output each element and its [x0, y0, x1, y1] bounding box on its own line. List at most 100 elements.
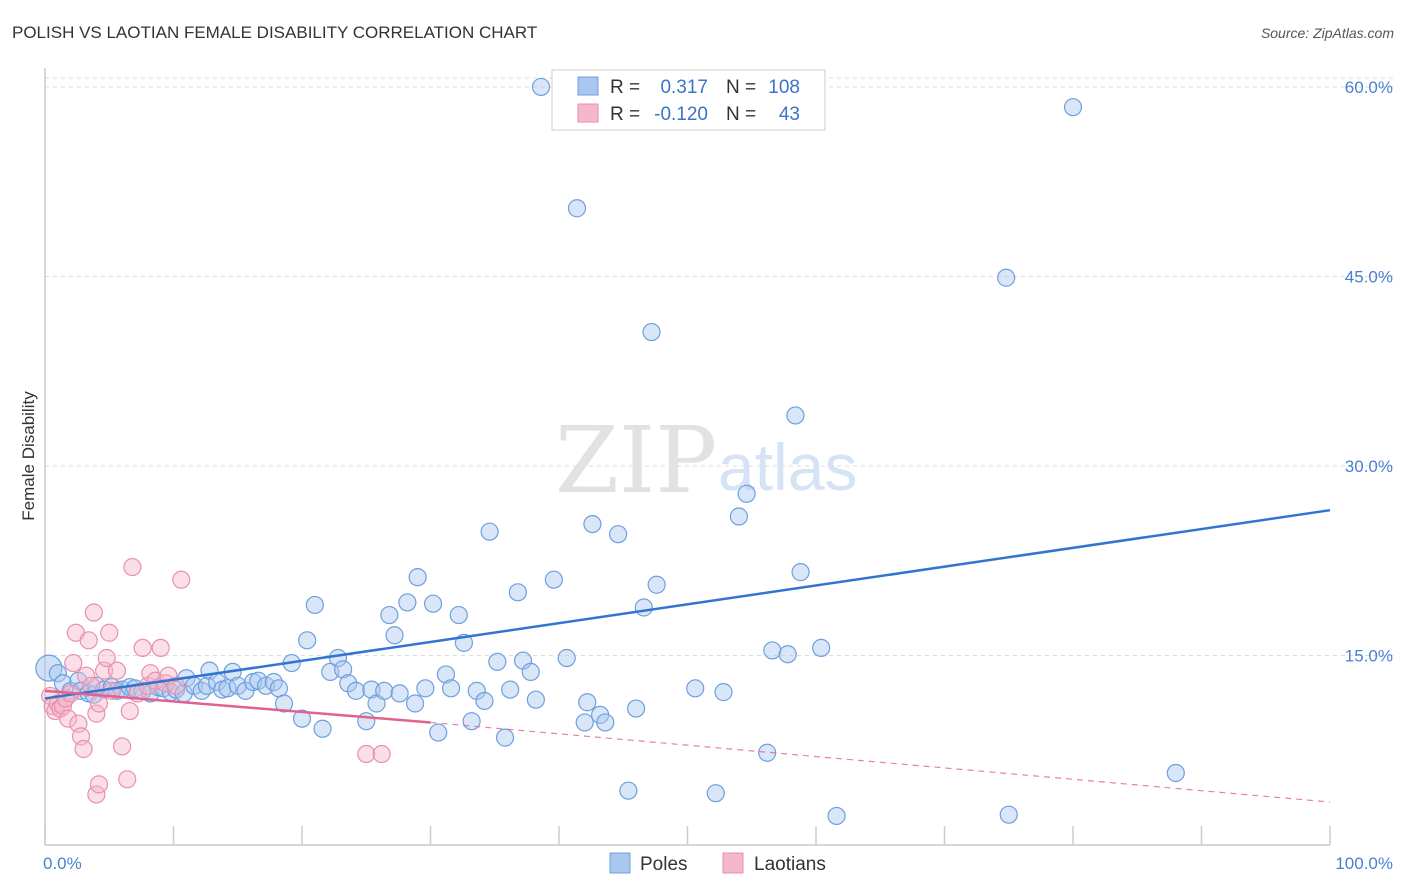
laotians-point: [151, 638, 170, 658]
laotians-point: [372, 744, 391, 764]
y-tick-label: 45.0%: [1345, 267, 1393, 286]
laotians-point: [79, 631, 98, 650]
poles-point: [35, 654, 63, 682]
poles-point: [488, 652, 507, 671]
poles-point: [619, 781, 638, 800]
poles-point: [449, 605, 468, 625]
poles-point: [305, 595, 324, 615]
poles-point: [357, 712, 376, 731]
poles-swatch: [577, 76, 599, 96]
chart-source: Source: ZipAtlas.com: [1261, 25, 1394, 41]
poles-point: [508, 583, 527, 602]
laotians-point: [172, 570, 191, 589]
poles-n-label: N =: [726, 77, 756, 98]
x-tick-label: 0.0%: [43, 854, 82, 873]
watermark: ZIP atlas: [555, 407, 857, 514]
poles-point: [416, 679, 435, 698]
series-laotians: [41, 557, 391, 804]
laotians-point: [84, 603, 103, 622]
laotians-point: [89, 694, 109, 713]
laotians-r-value: -0.120: [654, 104, 708, 125]
poles-point: [408, 568, 427, 587]
laotians-point: [89, 775, 109, 794]
poles-point: [786, 406, 805, 425]
poles-point: [647, 575, 666, 594]
laotians-r-label: R =: [610, 104, 640, 125]
poles-point: [390, 684, 409, 703]
poles-point: [292, 709, 312, 728]
poles-point: [686, 679, 705, 698]
laotians-point: [64, 653, 83, 673]
poles-point: [596, 713, 615, 732]
poles-point: [1063, 98, 1083, 117]
x-tick-label: 100.0%: [1335, 854, 1393, 873]
x-ticks: [44, 826, 1331, 845]
y-tick-label: 30.0%: [1345, 457, 1393, 476]
poles-point: [298, 631, 317, 650]
laotians-n-label: N =: [726, 104, 756, 125]
poles-point: [791, 563, 810, 582]
series-legend: Poles Laotians: [609, 852, 826, 875]
poles-point: [778, 645, 797, 664]
laotians-point: [166, 676, 186, 695]
poles-point: [192, 681, 211, 700]
stats-legend: R = 0.317 N = 108 R = -0.120 N = 43: [551, 69, 826, 131]
laotians-point: [74, 739, 93, 759]
poles-point: [557, 648, 576, 668]
poles-point: [385, 626, 404, 645]
poles-point: [380, 605, 399, 625]
legend-laotians-label: Laotians: [754, 854, 826, 875]
poles-point: [737, 484, 756, 503]
x-tick-labels: 0.0% 100.0%: [43, 854, 1393, 873]
y-tick-label: 60.0%: [1345, 78, 1393, 97]
laotians-point: [100, 623, 119, 642]
legend-poles-swatch: [609, 852, 631, 874]
poles-point: [997, 268, 1016, 287]
poles-point: [334, 660, 353, 679]
poles-point: [999, 805, 1018, 824]
poles-trend-line: [44, 508, 1331, 700]
series-poles: [35, 77, 1185, 826]
poles-point: [583, 514, 602, 534]
poles-point: [526, 690, 545, 709]
poles-point: [339, 674, 358, 693]
poles-point: [197, 676, 217, 695]
poles-point: [441, 679, 461, 698]
laotians-point: [112, 737, 132, 756]
poles-point: [313, 719, 332, 738]
trend-lines: [44, 508, 1331, 803]
laotians-point: [118, 770, 137, 789]
poles-point: [495, 728, 515, 747]
poles-point: [375, 681, 394, 700]
poles-point: [405, 694, 425, 713]
legend-laotians-swatch: [722, 852, 744, 874]
poles-point: [362, 680, 381, 699]
poles-point: [48, 664, 67, 683]
poles-point: [398, 593, 417, 612]
laotians-point: [97, 648, 116, 668]
poles-point: [346, 681, 366, 700]
poles-point: [531, 77, 551, 97]
poles-point: [626, 699, 646, 718]
poles-point: [763, 641, 782, 660]
laotians-point: [51, 699, 70, 718]
poles-point: [501, 680, 520, 699]
y-tick-label: 15.0%: [1345, 646, 1393, 665]
poles-point: [274, 694, 294, 713]
laotians-swatch: [577, 103, 599, 123]
laotians-trend-extension: [430, 721, 1331, 803]
watermark-zip: ZIP: [555, 407, 717, 514]
y-tick-labels: 15.0% 30.0% 45.0% 60.0%: [1345, 78, 1393, 666]
poles-point: [544, 570, 563, 589]
laotians-point: [59, 709, 78, 728]
poles-point: [609, 525, 628, 544]
poles-point: [521, 662, 540, 682]
poles-point: [429, 723, 448, 742]
poles-point: [269, 679, 288, 698]
poles-point: [706, 784, 725, 803]
poles-point: [729, 507, 749, 526]
chart-title: POLISH VS LAOTIAN FEMALE DISABILITY CORR…: [12, 23, 537, 42]
y-axis-title: Female Disability: [19, 391, 38, 521]
poles-point: [475, 691, 494, 711]
laotians-n-value: 43: [779, 104, 800, 125]
